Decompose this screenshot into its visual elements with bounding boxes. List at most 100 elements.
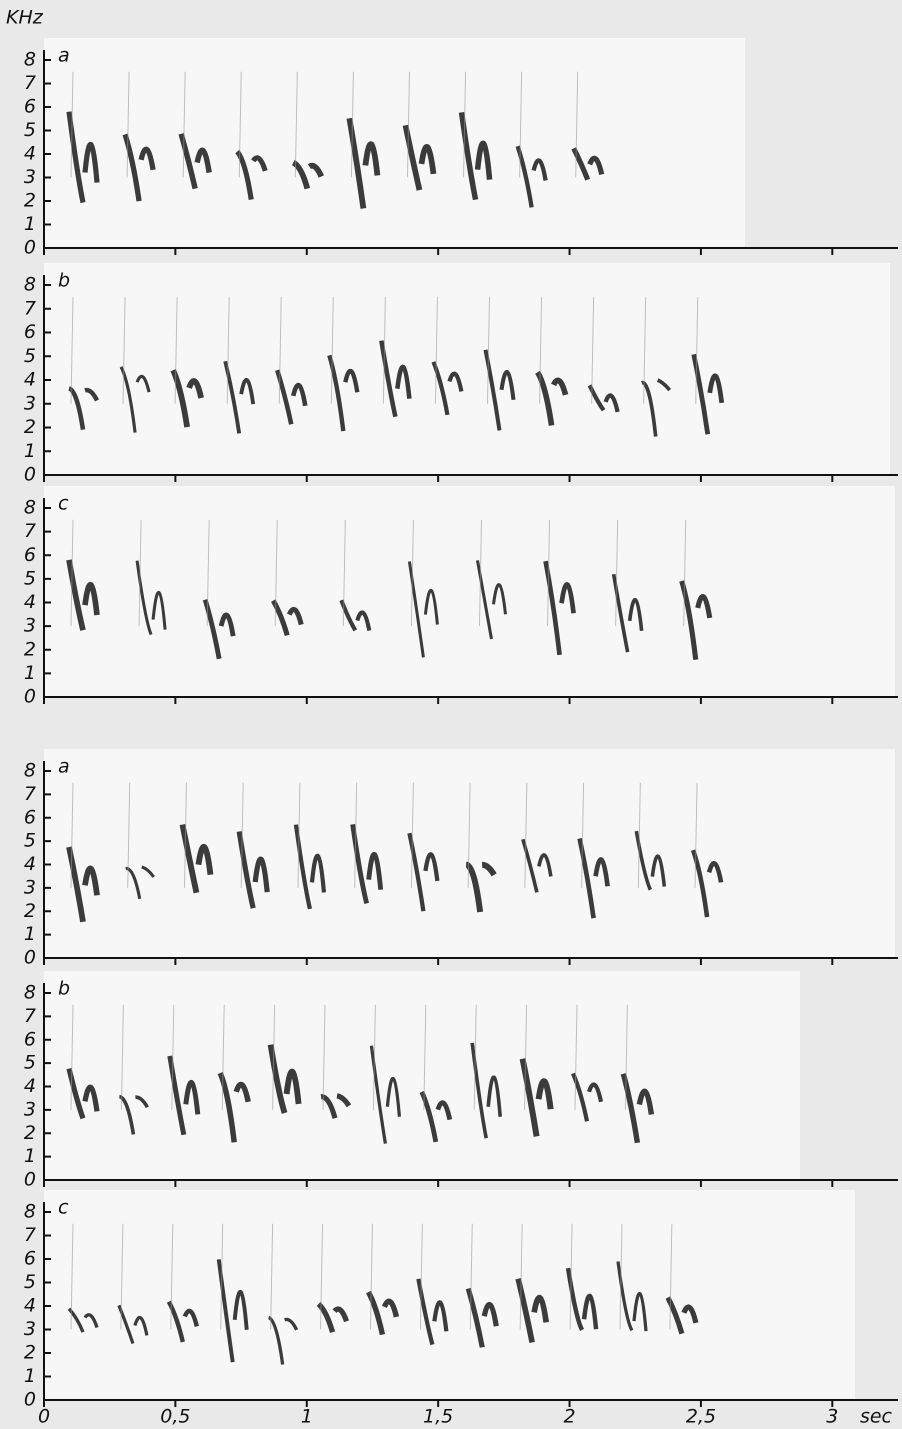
syllable-trace bbox=[274, 519, 278, 627]
syllable bbox=[577, 837, 610, 919]
x-axis-label: sec bbox=[860, 1406, 893, 1428]
y-tick-label: 8 bbox=[24, 497, 36, 519]
panel-label: a bbox=[58, 756, 70, 778]
syllable-trace bbox=[70, 71, 74, 178]
syllable-trace bbox=[272, 1004, 276, 1110]
syllable-trace bbox=[469, 1223, 473, 1330]
syllable bbox=[379, 340, 412, 418]
sonogram-background bbox=[44, 486, 895, 697]
syllable-trace bbox=[70, 1004, 74, 1110]
y-tick-label: 8 bbox=[24, 49, 36, 71]
syllable-trace bbox=[434, 296, 438, 404]
syllable-trace bbox=[410, 519, 414, 627]
syllable bbox=[170, 368, 204, 428]
y-tick-label: 6 bbox=[24, 1248, 36, 1270]
syllable bbox=[465, 861, 497, 913]
sonogram-background bbox=[44, 263, 890, 475]
syllable-trace bbox=[643, 296, 647, 404]
syllable-trace bbox=[221, 1004, 225, 1110]
x-tick-label: 2 bbox=[563, 1406, 575, 1428]
syllable bbox=[267, 1044, 302, 1114]
syllable bbox=[119, 366, 151, 433]
syllable-trace bbox=[206, 519, 210, 627]
y-tick-label: 0 bbox=[24, 237, 36, 259]
y-tick-label: 2 bbox=[24, 1122, 36, 1144]
syllable bbox=[267, 1315, 299, 1365]
syllable-trace bbox=[695, 296, 699, 404]
syllable bbox=[118, 1094, 149, 1135]
sonogram-background bbox=[44, 1190, 855, 1400]
syllable bbox=[565, 1267, 599, 1331]
syllable bbox=[202, 598, 236, 660]
syllable bbox=[634, 830, 667, 891]
syllable bbox=[571, 1072, 604, 1122]
syllable bbox=[217, 1072, 251, 1143]
y-tick-label: 6 bbox=[24, 544, 36, 566]
syllable bbox=[620, 1073, 655, 1144]
syllable bbox=[350, 824, 384, 904]
syllable-trace bbox=[127, 782, 131, 888]
syllable bbox=[223, 360, 256, 434]
y-tick-label: 6 bbox=[24, 806, 36, 828]
syllable-trace bbox=[171, 1004, 175, 1110]
syllable-trace bbox=[382, 296, 386, 404]
syllable-trace bbox=[372, 1004, 376, 1110]
syllable-trace bbox=[619, 1223, 623, 1330]
syllable-trace bbox=[581, 782, 585, 888]
y-tick-label: 7 bbox=[24, 1005, 36, 1027]
y-tick-label: 2 bbox=[24, 190, 36, 212]
syllable-trace bbox=[419, 1223, 423, 1330]
syllable bbox=[543, 560, 576, 656]
panel-label: c bbox=[58, 493, 69, 515]
y-tick-label: 3 bbox=[24, 392, 36, 414]
syllable bbox=[236, 831, 270, 909]
panel-label: a bbox=[58, 45, 70, 67]
syllable bbox=[67, 1307, 99, 1333]
syllable-trace bbox=[423, 1004, 427, 1110]
x-tick-label: 0 bbox=[38, 1406, 50, 1428]
y-tick-label: 7 bbox=[24, 783, 36, 805]
y-tick-label: 0 bbox=[24, 947, 36, 969]
y-tick-label: 0 bbox=[24, 686, 36, 708]
syllable bbox=[641, 378, 672, 437]
syllable-trace bbox=[342, 519, 346, 627]
y-tick-label: 5 bbox=[24, 1052, 36, 1074]
syllable-trace bbox=[70, 519, 74, 627]
syllable bbox=[346, 117, 381, 209]
syllable-trace bbox=[467, 782, 471, 888]
syllable-trace bbox=[524, 782, 528, 888]
y-tick-label: 8 bbox=[24, 1201, 36, 1223]
syllable-trace bbox=[575, 71, 579, 178]
panel-label: c bbox=[58, 1197, 69, 1219]
y-tick-label: 6 bbox=[24, 1028, 36, 1050]
y-tick-label: 7 bbox=[24, 72, 36, 94]
y-tick-label: 4 bbox=[24, 369, 36, 391]
x-tick-label: 0,5 bbox=[160, 1406, 190, 1428]
syllable bbox=[179, 824, 214, 894]
y-tick-label: 5 bbox=[24, 345, 36, 367]
syllable bbox=[475, 560, 508, 640]
syllable bbox=[275, 369, 308, 425]
syllable-trace bbox=[183, 782, 187, 888]
y-tick-label: 4 bbox=[24, 591, 36, 613]
y-tick-label: 6 bbox=[24, 96, 36, 118]
syllable bbox=[167, 1055, 201, 1136]
x-tick-label: 1,5 bbox=[423, 1406, 453, 1428]
sonogram-background bbox=[44, 749, 895, 958]
y-tick-label: 5 bbox=[24, 1271, 36, 1293]
y-tick-label: 1 bbox=[24, 1365, 36, 1387]
syllable bbox=[571, 147, 605, 181]
syllable-trace bbox=[70, 1223, 74, 1330]
syllable bbox=[122, 133, 156, 202]
syllable-trace bbox=[591, 296, 595, 404]
syllable bbox=[66, 1067, 100, 1120]
y-tick-label: 2 bbox=[24, 416, 36, 438]
syllable-trace bbox=[294, 71, 298, 178]
y-tick-label: 6 bbox=[24, 321, 36, 343]
syllable-trace bbox=[270, 1223, 274, 1330]
syllable-trace bbox=[539, 296, 543, 404]
syllable bbox=[519, 1058, 554, 1137]
y-tick-label: 4 bbox=[24, 1075, 36, 1097]
syllable-trace bbox=[120, 1223, 124, 1330]
